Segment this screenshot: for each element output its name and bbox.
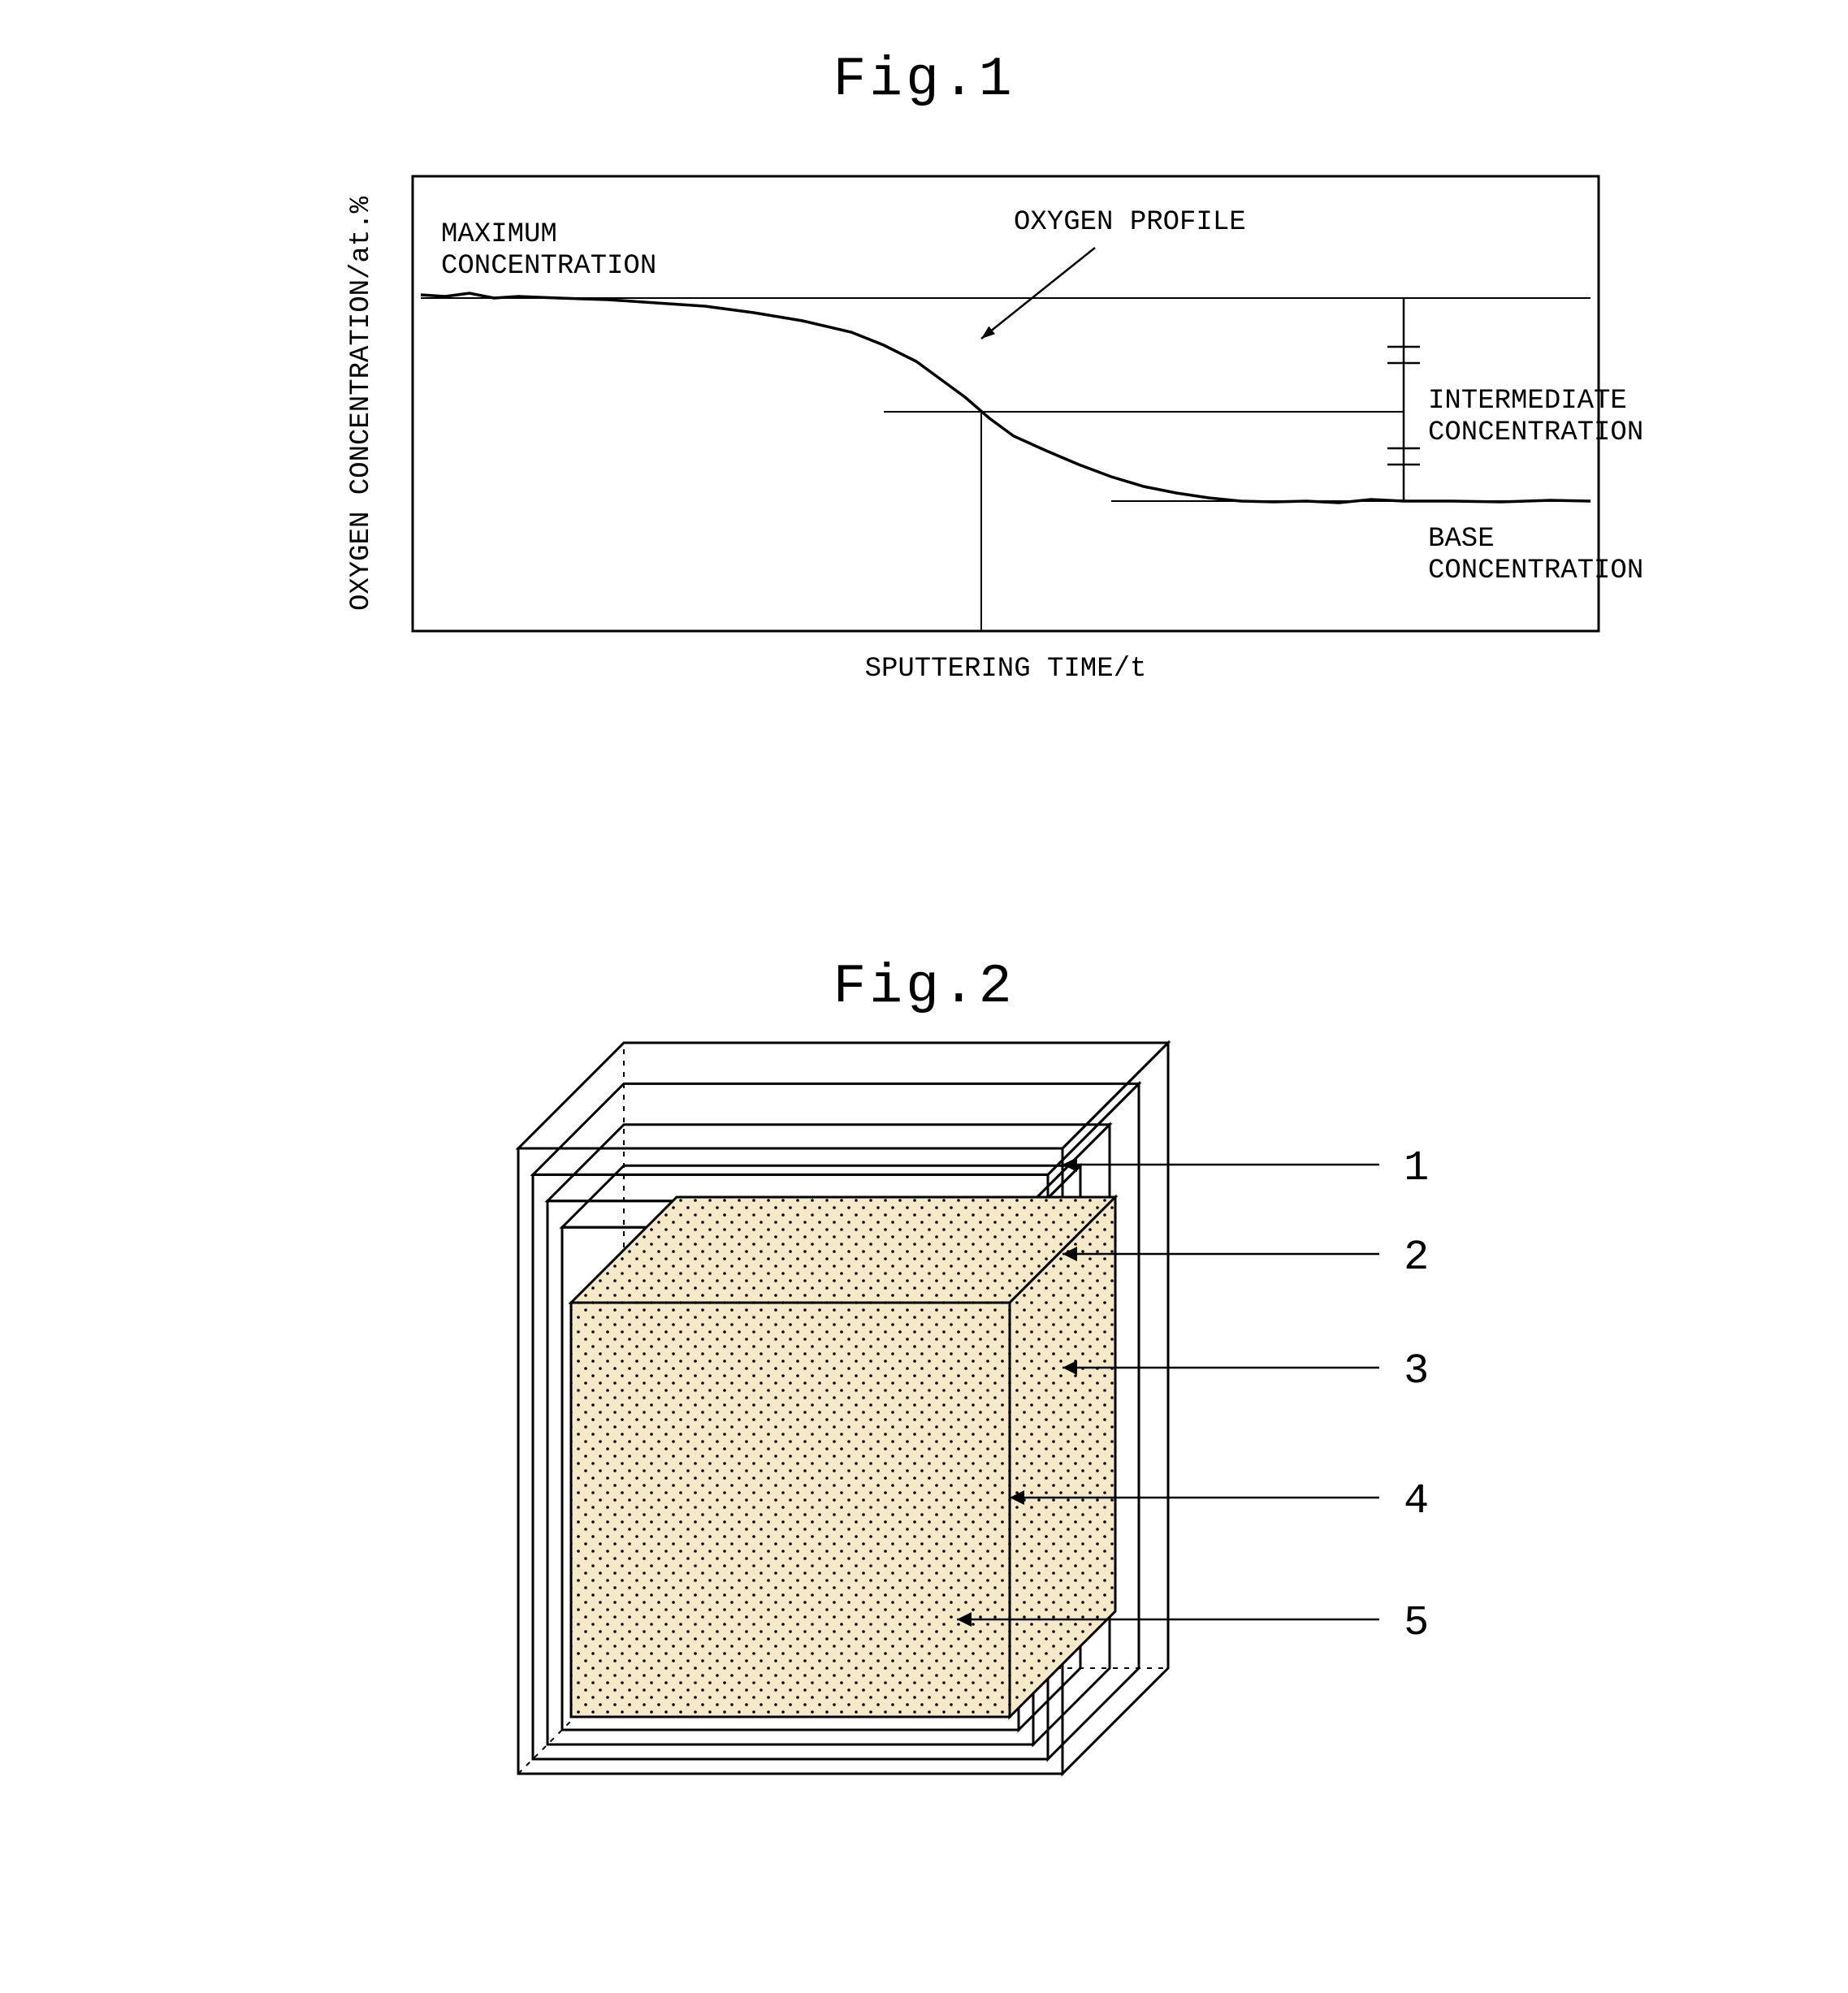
y-axis-label: OXYGEN CONCENTRATION/at.% — [346, 196, 377, 611]
base-label: BASECONCENTRATION — [1428, 524, 1643, 586]
callout-2-label: 2 — [1404, 1234, 1429, 1282]
fig2-svg: 1 2 3 4 5 — [356, 1051, 1493, 1863]
layer-5-core — [571, 1197, 1115, 1717]
fig1-title: Fig.1 — [833, 49, 1015, 111]
svg-text:BASE: BASE — [1428, 524, 1495, 555]
svg-text:INTERMEDIATE: INTERMEDIATE — [1428, 386, 1627, 417]
x-axis-label: SPUTTERING TIME/t — [864, 654, 1146, 685]
svg-text:MAXIMUM: MAXIMUM — [441, 219, 557, 250]
profile-arrow — [981, 248, 1095, 339]
callout-5-label: 5 — [1404, 1599, 1429, 1647]
svg-text:CONCENTRATION: CONCENTRATION — [1428, 417, 1643, 448]
plot-frame — [413, 176, 1599, 631]
inter-label: INTERMEDIATECONCENTRATION — [1428, 386, 1643, 448]
max-label: MAXIMUMCONCENTRATION — [441, 219, 656, 282]
fig1-svg: MAXIMUMCONCENTRATIONOXYGEN PROFILEINTERM… — [234, 144, 1615, 728]
profile-label: OXYGEN PROFILE — [1014, 207, 1246, 238]
callout-4-label: 4 — [1404, 1477, 1429, 1525]
page: Fig.1 MAXIMUMCONCENTRATIONOXYGEN PROFILE… — [32, 49, 1816, 1863]
oxygen-profile-curve — [421, 293, 1590, 503]
fig2-diagram: 1 2 3 4 5 — [356, 1051, 1493, 1863]
svg-text:CONCENTRATION: CONCENTRATION — [441, 251, 656, 282]
svg-text:CONCENTRATION: CONCENTRATION — [1428, 556, 1643, 586]
callout-3-label: 3 — [1404, 1347, 1429, 1395]
callout-1-label: 1 — [1404, 1144, 1429, 1192]
fig2-title: Fig.2 — [833, 956, 1015, 1018]
fig1-chart: MAXIMUMCONCENTRATIONOXYGEN PROFILEINTERM… — [234, 144, 1615, 728]
